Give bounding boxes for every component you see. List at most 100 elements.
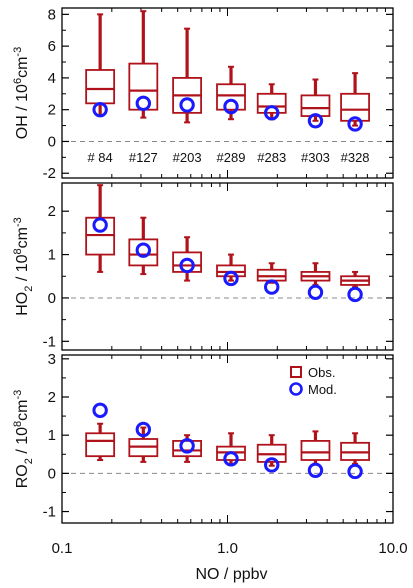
panel-oh: -2 0 2 4 6 8 # 84 #127 #203 #289 #283 #303 #328 OH / … xyxy=(12,6,394,182)
mod-point xyxy=(135,242,152,258)
y-tick-label: 2 xyxy=(48,389,56,406)
x-tick-label: 10.0 xyxy=(378,540,407,557)
y-tick-label: 3 xyxy=(48,351,56,368)
obs-iqr-box xyxy=(172,251,202,273)
mod-point xyxy=(179,438,195,454)
obs-box xyxy=(216,432,246,465)
count-label: #303 xyxy=(301,150,330,165)
legend-label: Obs. xyxy=(308,365,335,380)
obs-box xyxy=(128,426,159,463)
mod-point xyxy=(223,451,239,467)
mod-point xyxy=(264,105,280,121)
y-tick-label: 6 xyxy=(48,38,56,55)
y-axis-title-part: 8 xyxy=(12,248,24,254)
obs-box xyxy=(85,422,116,461)
x-tick-label: 1.0 xyxy=(217,540,238,557)
mod-point xyxy=(307,462,324,479)
obs-iqr-box xyxy=(256,92,287,114)
y-axis-title-part: -3 xyxy=(12,390,24,400)
y-axis-title-part: cm xyxy=(14,57,31,78)
obs-box xyxy=(300,78,331,122)
obs-box xyxy=(216,65,246,121)
obs-box xyxy=(172,27,202,124)
obs-iqr-box xyxy=(300,440,331,461)
panel-frame xyxy=(61,182,394,351)
y-tick-label: 1 xyxy=(48,427,56,444)
mod-point xyxy=(264,457,280,473)
mod-point xyxy=(92,217,108,233)
y-axis-title-part: / 10 xyxy=(14,427,31,458)
obs-iqr-box xyxy=(216,83,246,111)
y-tick-label: 0 xyxy=(48,133,56,150)
mod-point xyxy=(307,113,324,129)
y-tick-label: -1 xyxy=(43,333,56,350)
count-label: #127 xyxy=(129,150,158,165)
y-tick-label: 1 xyxy=(48,247,56,264)
y-axis-title: RO2 / 108cm-3 xyxy=(12,390,35,489)
y-axis-title-part: 8 xyxy=(12,421,24,427)
obs-iqr-box xyxy=(128,238,159,267)
count-label: #203 xyxy=(173,150,202,165)
mod-point xyxy=(92,402,108,419)
y-axis-title-part: 2 xyxy=(23,286,35,292)
x-axis-title: NO / ppbv xyxy=(195,566,267,583)
y-axis-title-part: -3 xyxy=(12,47,24,57)
y-tick-label: 0 xyxy=(48,465,56,482)
obs-box xyxy=(340,72,370,127)
y-axis-title: HO2 / 108cm-3 xyxy=(12,217,35,316)
obs-box xyxy=(85,13,116,118)
y-tick-label: 8 xyxy=(48,6,56,23)
mod-point xyxy=(223,98,239,115)
panel-frame xyxy=(61,7,394,179)
y-axis-title-part: RO xyxy=(14,464,31,488)
y-axis-title-part: OH / 10 xyxy=(14,84,31,139)
y-axis-title-part: cm xyxy=(14,227,31,248)
y-axis-title-part: 2 xyxy=(23,458,35,464)
obs-iqr-box xyxy=(85,69,116,105)
mod-point xyxy=(264,279,280,295)
obs-box xyxy=(128,10,159,119)
mod-point xyxy=(92,101,108,118)
mod-point xyxy=(179,97,195,113)
y-axis-title-part: / 10 xyxy=(14,254,31,285)
obs-iqr-box xyxy=(128,62,159,111)
obs-iqr-box xyxy=(340,92,370,122)
count-label: #283 xyxy=(257,150,286,165)
obs-box xyxy=(172,236,202,282)
mod-point xyxy=(307,284,324,301)
legend: Obs. Mod. xyxy=(289,365,337,397)
obs-box xyxy=(85,184,116,273)
y-tick-label: 4 xyxy=(48,70,56,87)
legend-label: Mod. xyxy=(308,382,337,397)
y-tick-label: -1 xyxy=(43,504,56,521)
y-axis-title-part: HO xyxy=(14,292,31,316)
mod-point xyxy=(347,286,363,303)
mod-point xyxy=(347,463,363,480)
y-axis-title-part: cm xyxy=(14,400,31,421)
obs-iqr-box xyxy=(172,440,202,458)
obs-box xyxy=(300,262,331,286)
obs-iqr-box xyxy=(85,432,116,458)
y-tick-label: -2 xyxy=(43,165,56,182)
legend-marker-obs xyxy=(290,366,302,378)
obs-box xyxy=(216,253,246,282)
y-tick-label: 2 xyxy=(48,102,56,119)
obs-box xyxy=(340,270,370,289)
obs-iqr-box xyxy=(300,94,331,117)
mod-point xyxy=(135,95,152,112)
obs-box xyxy=(256,434,287,467)
x-tick-label: 0.1 xyxy=(52,540,73,557)
y-axis-title: OH / 106cm-3 xyxy=(12,47,31,139)
count-label: #328 xyxy=(341,150,370,165)
y-axis-title-part: -3 xyxy=(12,217,24,227)
count-label: #289 xyxy=(217,150,246,165)
mod-point xyxy=(179,257,195,274)
obs-box xyxy=(128,216,159,276)
mod-point xyxy=(223,270,239,287)
obs-box xyxy=(300,430,331,465)
mod-point xyxy=(347,116,363,132)
